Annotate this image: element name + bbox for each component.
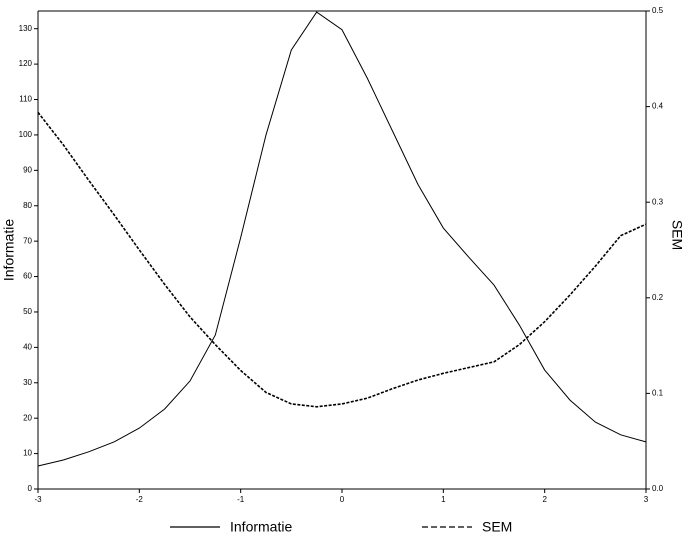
y-tick-label: 70 [23,236,32,245]
x-tick-label: 1 [441,495,446,504]
y-tick-label: 50 [23,307,32,316]
legend-label: SEM [482,519,512,535]
y-tick-label: 20 [23,413,32,422]
y-tick-label: 30 [23,378,32,387]
y-tick-label: 80 [23,201,32,210]
x-tick-label: 0 [340,495,345,504]
y-tick-label: 90 [23,165,32,174]
x-tick-label: 2 [542,495,547,504]
series-line [37,111,647,408]
y2-tick-label: 0.4 [652,102,664,111]
y2-tick-label: 0.0 [652,484,664,493]
x-tick-label: 3 [644,495,649,504]
x-tick-label: -3 [34,495,42,504]
y2-tick-label: 0.2 [652,293,664,302]
y-tick-label: 100 [19,130,33,139]
y-axis-label: Informatie [1,219,17,281]
y-tick-label: 0 [28,484,33,493]
y-tick-label: 10 [23,449,32,458]
x-tick-label: -2 [136,495,144,504]
y2-tick-label: 0.1 [652,389,664,398]
y2-tick-label: 0.3 [652,197,664,206]
y-tick-label: 120 [19,59,33,68]
y-tick-label: 130 [19,24,33,33]
y-tick-label: 40 [23,342,32,351]
y2-axis-label: SEM [669,220,685,250]
y-tick-label: 60 [23,272,32,281]
y-tick-label: 110 [19,95,32,104]
series-line [37,11,647,467]
y2-tick-label: 0.5 [652,6,664,15]
x-tick-label: -1 [237,495,245,504]
legend-label: Informatie [230,519,292,535]
